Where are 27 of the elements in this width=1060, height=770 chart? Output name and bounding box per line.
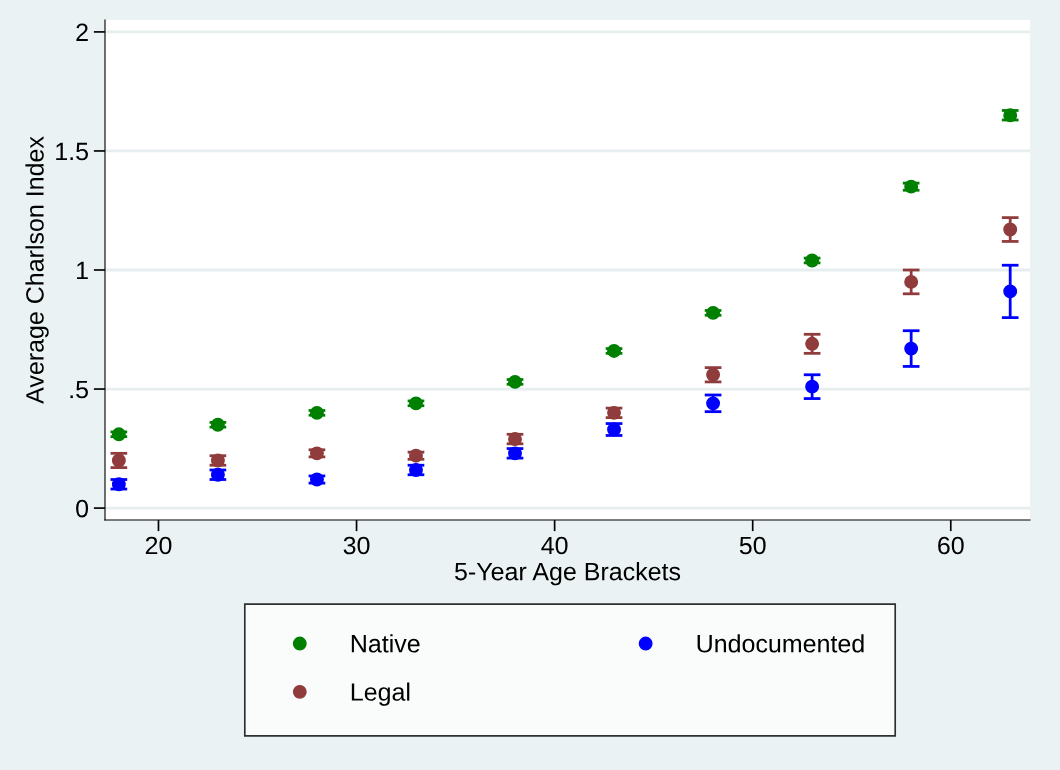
point: [1003, 222, 1018, 237]
x-tick-label: 30: [343, 536, 370, 555]
y-axis-title: Average Charlson Index: [25, 136, 49, 404]
point: [1003, 284, 1018, 299]
point: [210, 417, 225, 432]
point: [409, 396, 423, 411]
point: [904, 341, 919, 356]
point: [805, 379, 820, 394]
y-tick-label: 2: [76, 23, 88, 41]
point: [508, 374, 522, 389]
x-tick-label: 50: [739, 536, 766, 555]
point: [805, 253, 820, 268]
y-tick-label: .5: [70, 380, 88, 399]
y-tick-label: 1.5: [56, 142, 88, 161]
x-tick-label: 20: [145, 536, 172, 555]
point: [607, 344, 621, 358]
point: [706, 305, 721, 320]
y-tick-label: 0: [76, 499, 89, 518]
y-tick-label: 1: [77, 261, 88, 280]
point: [904, 274, 919, 289]
point: [309, 405, 324, 420]
x-axis-title: 5-Year Age Brackets: [455, 562, 681, 586]
legend-label: Native: [351, 634, 420, 653]
legend-label: Legal: [351, 682, 410, 706]
legend-label: Undocumented: [697, 634, 864, 653]
x-tick-label: 60: [938, 536, 964, 555]
x-tick-label: 40: [541, 536, 568, 555]
